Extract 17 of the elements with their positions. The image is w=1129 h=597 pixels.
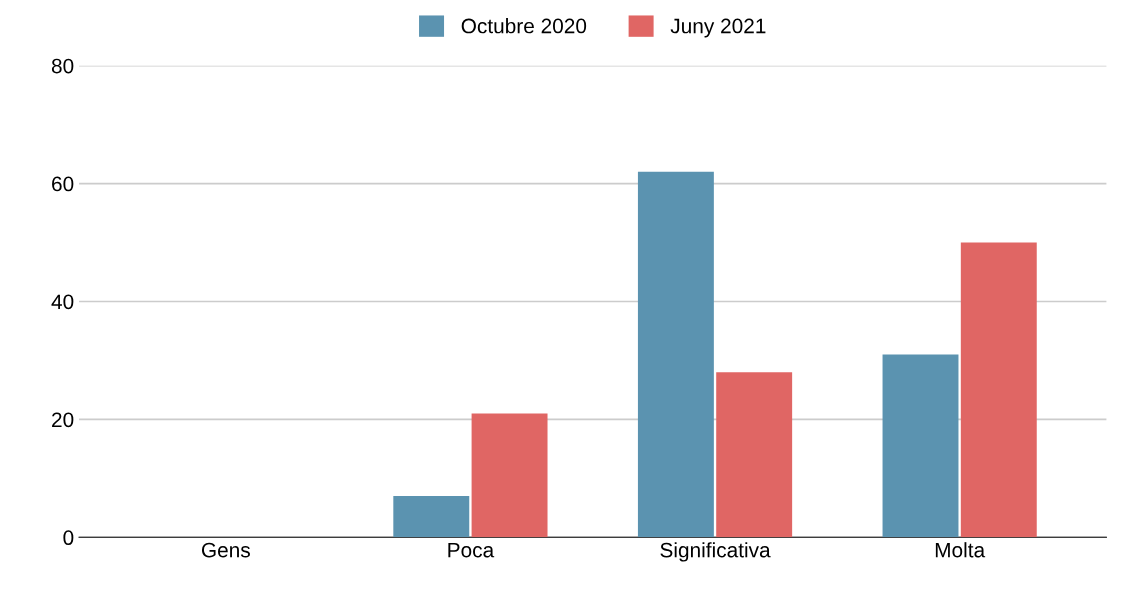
bar <box>637 171 714 538</box>
bar <box>882 354 959 538</box>
y-tick-label: 0 <box>63 530 74 546</box>
bar <box>960 242 1037 538</box>
y-tick-label: 40 <box>51 294 74 310</box>
bar <box>393 496 470 538</box>
y-tick-label: 20 <box>52 412 74 428</box>
x-tick-label: Poca <box>448 542 495 558</box>
bar <box>471 413 548 538</box>
bar <box>716 372 793 538</box>
x-tick-label: Molta <box>935 542 986 558</box>
y-tick-label: 80 <box>51 58 74 74</box>
legend-label: Octubre 2020 <box>461 18 587 34</box>
x-tick-label: Gens <box>201 542 250 558</box>
y-tick-label: 60 <box>52 176 74 192</box>
x-tick-label: Significativa <box>660 542 771 562</box>
legend-label: Juny 2021 <box>670 18 766 38</box>
